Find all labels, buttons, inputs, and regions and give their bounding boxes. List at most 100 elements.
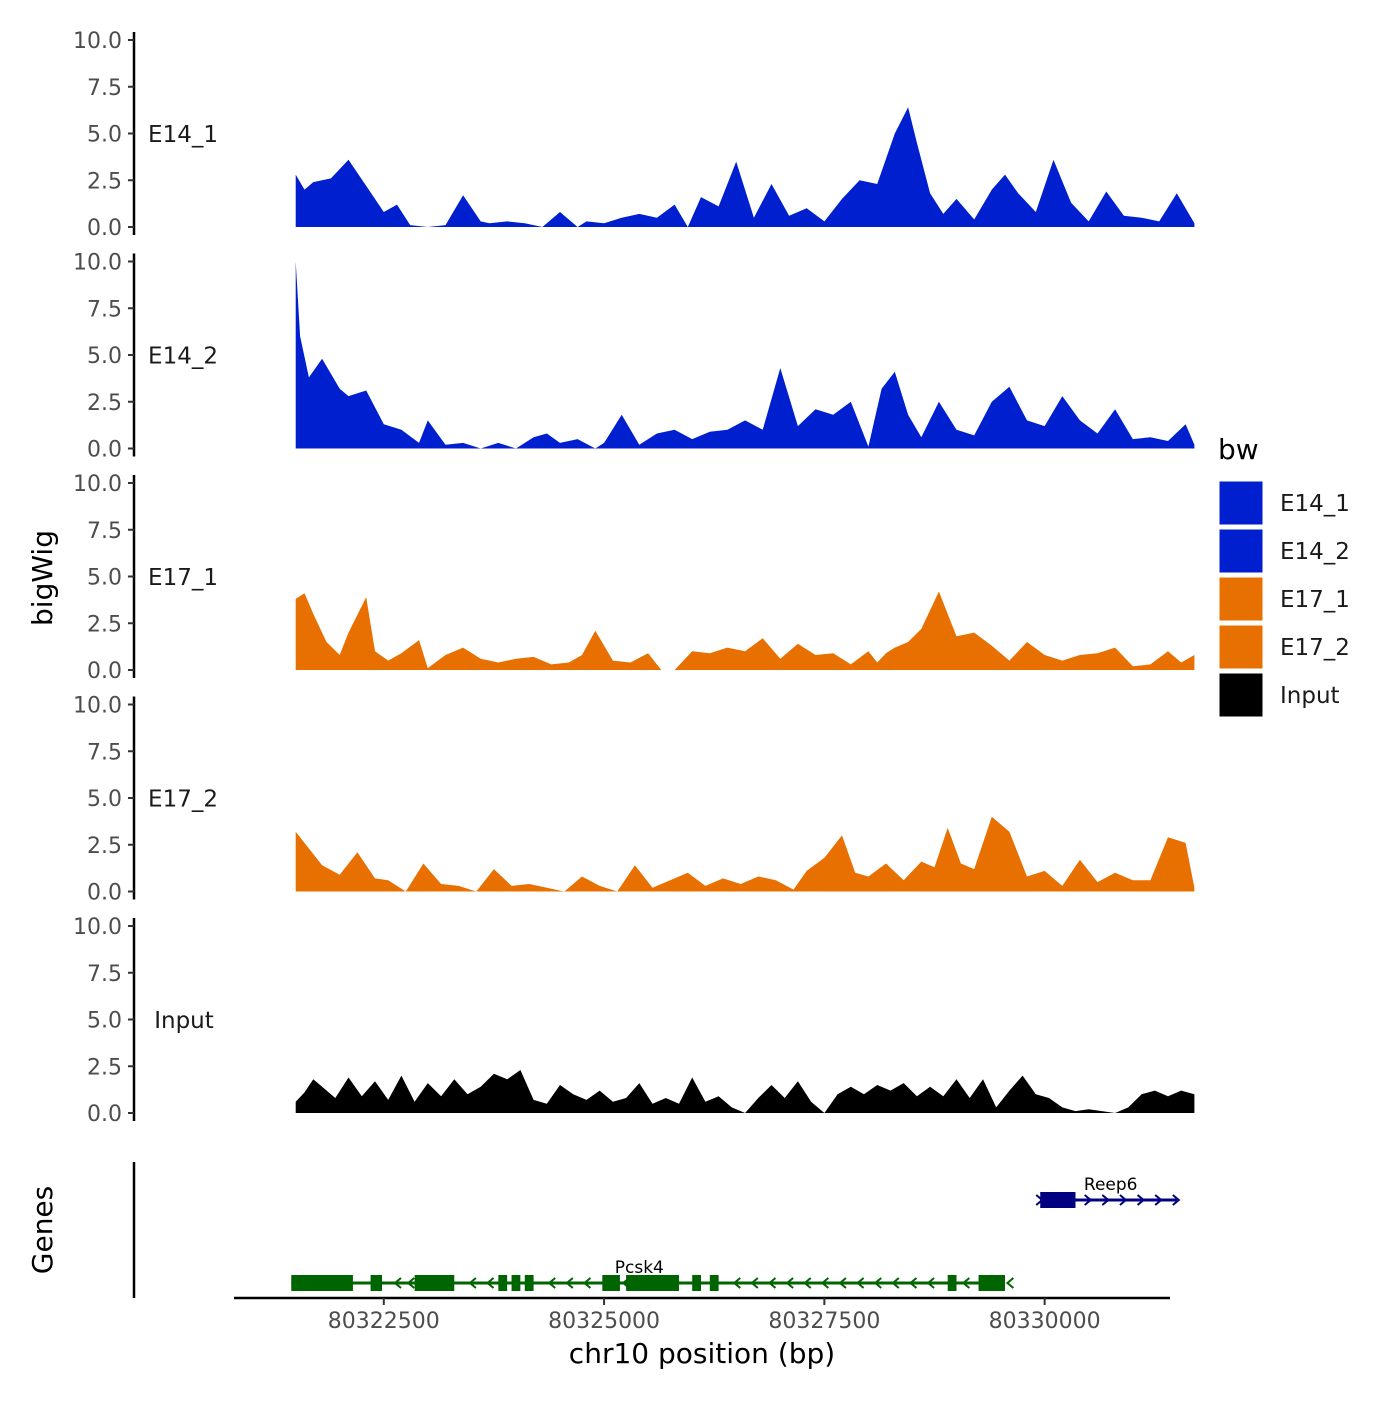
signal-area <box>295 591 1195 670</box>
strand-arrow <box>926 1277 935 1289</box>
gene-exon <box>370 1275 383 1291</box>
strand-arrow <box>1084 1194 1093 1206</box>
track-label: E17_2 <box>148 787 218 813</box>
track-label: E17_1 <box>148 565 218 591</box>
legend-swatch <box>1218 528 1264 574</box>
gene-exon <box>947 1275 957 1291</box>
gene-exon <box>978 1275 1005 1291</box>
y-tick-label: 2.5 <box>87 169 122 194</box>
tracks-layer: 0.0 2.5 5.0 7.5 10.0 E14_1 0.0 2.5 5.0 7.5 10.0 E14… <box>73 29 1195 1127</box>
genes-layer: Reep6 Pcsk4 <box>132 1162 1181 1298</box>
strand-arrow <box>1005 1277 1015 1289</box>
strand-arrow <box>820 1277 829 1289</box>
strand-arrow <box>406 1277 415 1289</box>
y-tick-label: 0.0 <box>87 216 122 241</box>
gene-exon <box>692 1275 701 1291</box>
gene-exon <box>498 1275 508 1291</box>
strand-arrow <box>565 1277 574 1289</box>
y-tick-label: 2.5 <box>87 612 122 637</box>
legend-swatch <box>1218 624 1264 670</box>
gene-Pcsk4: Pcsk4 <box>291 1258 1015 1291</box>
strand-arrow <box>621 1277 630 1289</box>
y-tick-label: 7.5 <box>87 297 122 322</box>
strand-arrow <box>1172 1194 1181 1206</box>
y-tick-label: 0.0 <box>87 659 122 684</box>
x-tick-label: 80330000 <box>989 1309 1101 1334</box>
track-label: E14_1 <box>148 122 218 148</box>
legend-label: E17_1 <box>1280 587 1350 613</box>
strand-arrow <box>908 1277 918 1289</box>
strand-arrow <box>582 1277 592 1289</box>
track-label: Input <box>154 1008 214 1034</box>
track-E17_2: 0.0 2.5 5.0 7.5 10.0 E17_2 <box>73 694 1195 906</box>
y-tick-label: 2.5 <box>87 391 122 416</box>
y-tick-label: 5.0 <box>87 344 122 369</box>
y-tick-label: 7.5 <box>87 76 122 101</box>
gene-exon <box>626 1275 679 1291</box>
strand-arrow <box>750 1277 759 1289</box>
gene-exon <box>511 1275 521 1291</box>
legend-swatch <box>1218 480 1264 526</box>
y-tick-label: 7.5 <box>87 740 122 765</box>
legend-swatch <box>1218 672 1264 718</box>
x-tick-label: 80325000 <box>548 1309 660 1334</box>
gene-label: Reep6 <box>1084 1175 1138 1195</box>
y-tick-label: 10.0 <box>73 251 122 276</box>
strand-arrow <box>961 1277 970 1289</box>
y-tick-label: 7.5 <box>87 962 122 987</box>
y-tick-label: 10.0 <box>73 694 122 719</box>
y-tick-label: 0.0 <box>87 881 122 906</box>
gene-exon <box>602 1275 620 1291</box>
gene-exon <box>1040 1192 1076 1208</box>
y-tick-label: 2.5 <box>87 834 122 859</box>
legend-label: Input <box>1280 683 1340 709</box>
strand-arrow <box>732 1277 741 1289</box>
y-tick-label: 5.0 <box>87 1009 122 1034</box>
y-tick-label: 0.0 <box>87 1102 122 1127</box>
strand-arrow <box>1035 1194 1044 1206</box>
legend-swatch <box>1218 576 1264 622</box>
y-tick-label: 10.0 <box>73 915 122 940</box>
y-tick-label: 5.0 <box>87 787 122 812</box>
legend-label: E17_2 <box>1280 635 1350 661</box>
genes-axis-title: Genes <box>26 1186 59 1274</box>
signal-area <box>295 107 1195 227</box>
strand-arrow <box>891 1277 900 1289</box>
y-tick-label: 10.0 <box>73 472 122 497</box>
signal-area <box>295 261 1195 449</box>
strand-arrow <box>856 1277 865 1289</box>
strand-arrow <box>547 1277 556 1289</box>
track-Input: 0.0 2.5 5.0 7.5 10.0 Input <box>73 915 1195 1127</box>
y-tick-label: 7.5 <box>87 519 122 544</box>
y-tick-label: 5.0 <box>87 566 122 591</box>
gene-exon <box>414 1275 455 1291</box>
track-E14_1: 0.0 2.5 5.0 7.5 10.0 E14_1 <box>73 29 1195 241</box>
y-tick-label: 10.0 <box>73 29 122 54</box>
y-tick-label: 0.0 <box>87 438 122 463</box>
gene-exon <box>524 1275 534 1291</box>
strand-arrow <box>785 1277 794 1289</box>
strand-arrow <box>803 1277 812 1289</box>
strand-arrow <box>468 1277 477 1289</box>
x-tick-label: 80327500 <box>768 1309 880 1334</box>
gene-label: Pcsk4 <box>615 1258 664 1278</box>
legend-label: E14_1 <box>1280 491 1350 517</box>
strand-arrow <box>838 1277 847 1289</box>
legend-title: bw <box>1218 433 1259 466</box>
x-axis-title: chr10 position (bp) <box>569 1337 835 1370</box>
y-axis-title: bigWig <box>26 530 59 626</box>
strand-arrow <box>1101 1194 1110 1206</box>
strand-arrow <box>767 1277 777 1289</box>
track-E14_2: 0.0 2.5 5.0 7.5 10.0 E14_2 <box>73 251 1195 463</box>
y-tick-label: 2.5 <box>87 1055 122 1080</box>
strand-arrow <box>393 1277 402 1289</box>
strand-arrow <box>485 1277 495 1289</box>
y-tick-label: 5.0 <box>87 123 122 148</box>
signal-area <box>295 1070 1195 1113</box>
strand-arrow <box>1154 1194 1163 1206</box>
strand-arrow <box>1136 1194 1146 1206</box>
gene-exon <box>709 1275 719 1291</box>
gene-exon <box>291 1275 353 1291</box>
